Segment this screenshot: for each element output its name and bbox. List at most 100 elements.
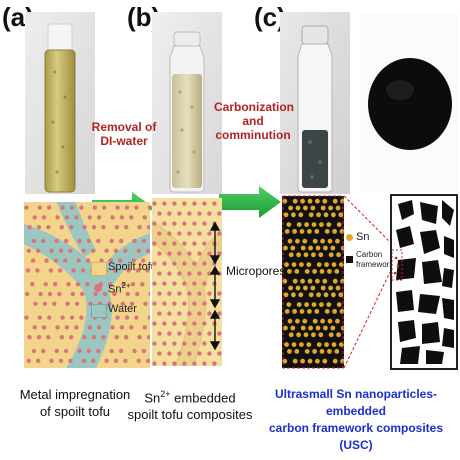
particle-dot [336,206,341,211]
particle-dot [336,332,341,337]
particle-dot [33,302,37,306]
particle-dot [172,261,176,265]
particle-dot [48,292,52,296]
particle-dot [303,286,308,291]
particle-dot [182,301,186,305]
particle-dot [102,205,106,209]
particle-dot [88,215,92,219]
particle-dot [79,315,83,319]
particle-dot [37,335,41,339]
particle-dot [187,271,191,275]
particle-dot [44,258,48,262]
particle-dot [328,206,333,211]
particle-dot [297,302,302,307]
particle-dot [284,262,289,267]
photo-vial-b [152,12,222,194]
particle-dot [296,252,301,257]
particle-dot [88,325,92,329]
particle-dot [294,269,299,274]
particle-dot [182,221,186,225]
particle-dot [339,342,344,347]
particle-dot [292,262,297,267]
particle-dot [167,231,171,235]
particle-dot [300,279,305,284]
particle-dot [288,286,293,291]
particle-dot [52,302,56,306]
particle-dot [115,225,119,229]
particle-dot [288,239,293,244]
particle-dot [33,325,37,329]
particle-dot [143,325,147,329]
particle-dot [35,268,39,272]
particle-dot [97,215,101,219]
particle-dot [74,215,78,219]
particle-dot [291,292,296,297]
particle-dot [177,351,181,355]
particle-dot [297,222,302,227]
particle-dot [285,229,290,234]
particle-dot [137,335,141,339]
particle-dot [103,292,107,296]
particle-dot [331,292,336,297]
particle-dot [317,342,322,347]
particle-dot [44,282,48,286]
legend-tofu-label: Spoilt tofu [108,261,157,273]
particle-dot [27,225,31,229]
particle-dot [82,335,86,339]
particle-dot [323,246,328,251]
particle-dot [182,321,186,325]
particle-dot [300,199,305,204]
particle-dot [172,241,176,245]
particle-dot [97,325,101,329]
caption-b-sup: 2+ [160,389,170,399]
particle-dot [305,269,310,274]
caption-b-rest: embedded [171,390,236,405]
particle-dot [177,211,181,215]
particle-dot [197,251,201,255]
particle-dot [96,349,100,353]
particle-dot [331,212,336,217]
particle-dot [313,319,318,324]
particle-dot [87,349,91,353]
particle-dot [320,349,325,354]
particle-dot [74,325,78,329]
particle-dot [77,349,81,353]
particle-dot [333,359,338,364]
particle-dot [335,239,340,244]
particle-dot [65,215,69,219]
particle-dot [31,258,35,262]
particle-dot [320,239,325,244]
particle-dot [310,206,315,211]
particle-dot [27,335,31,339]
particle-dot [157,351,161,355]
particle-dot [304,252,309,257]
particle-dot [75,302,79,306]
caption-b-line1: Sn2+ embedded [120,386,260,406]
particle-dot [192,361,196,365]
particle-dot [27,249,31,253]
particle-dot [101,225,105,229]
particle-dot [63,258,67,262]
particle-dot [320,269,325,274]
particle-dot [110,215,114,219]
particle-dot [134,315,138,319]
particle-dot [49,359,53,363]
particle-dot [101,335,105,339]
particle-dot [315,359,320,364]
particle-dot [321,206,326,211]
particle-dot [187,331,191,335]
process-arrow-2 [219,186,281,218]
particle-dot [167,311,171,315]
particle-dot [192,261,196,265]
particle-dot [309,292,314,297]
particle-dot [300,359,305,364]
particle-dot [192,221,196,225]
legend-sn-label: Sn2+ [108,281,131,296]
particle-dot [32,239,36,243]
particle-dot [202,201,206,205]
particle-dot [282,199,287,204]
particle-dot [157,311,161,315]
particle-dot [152,281,156,285]
particle-dot [308,199,313,204]
particle-dot [49,249,53,253]
